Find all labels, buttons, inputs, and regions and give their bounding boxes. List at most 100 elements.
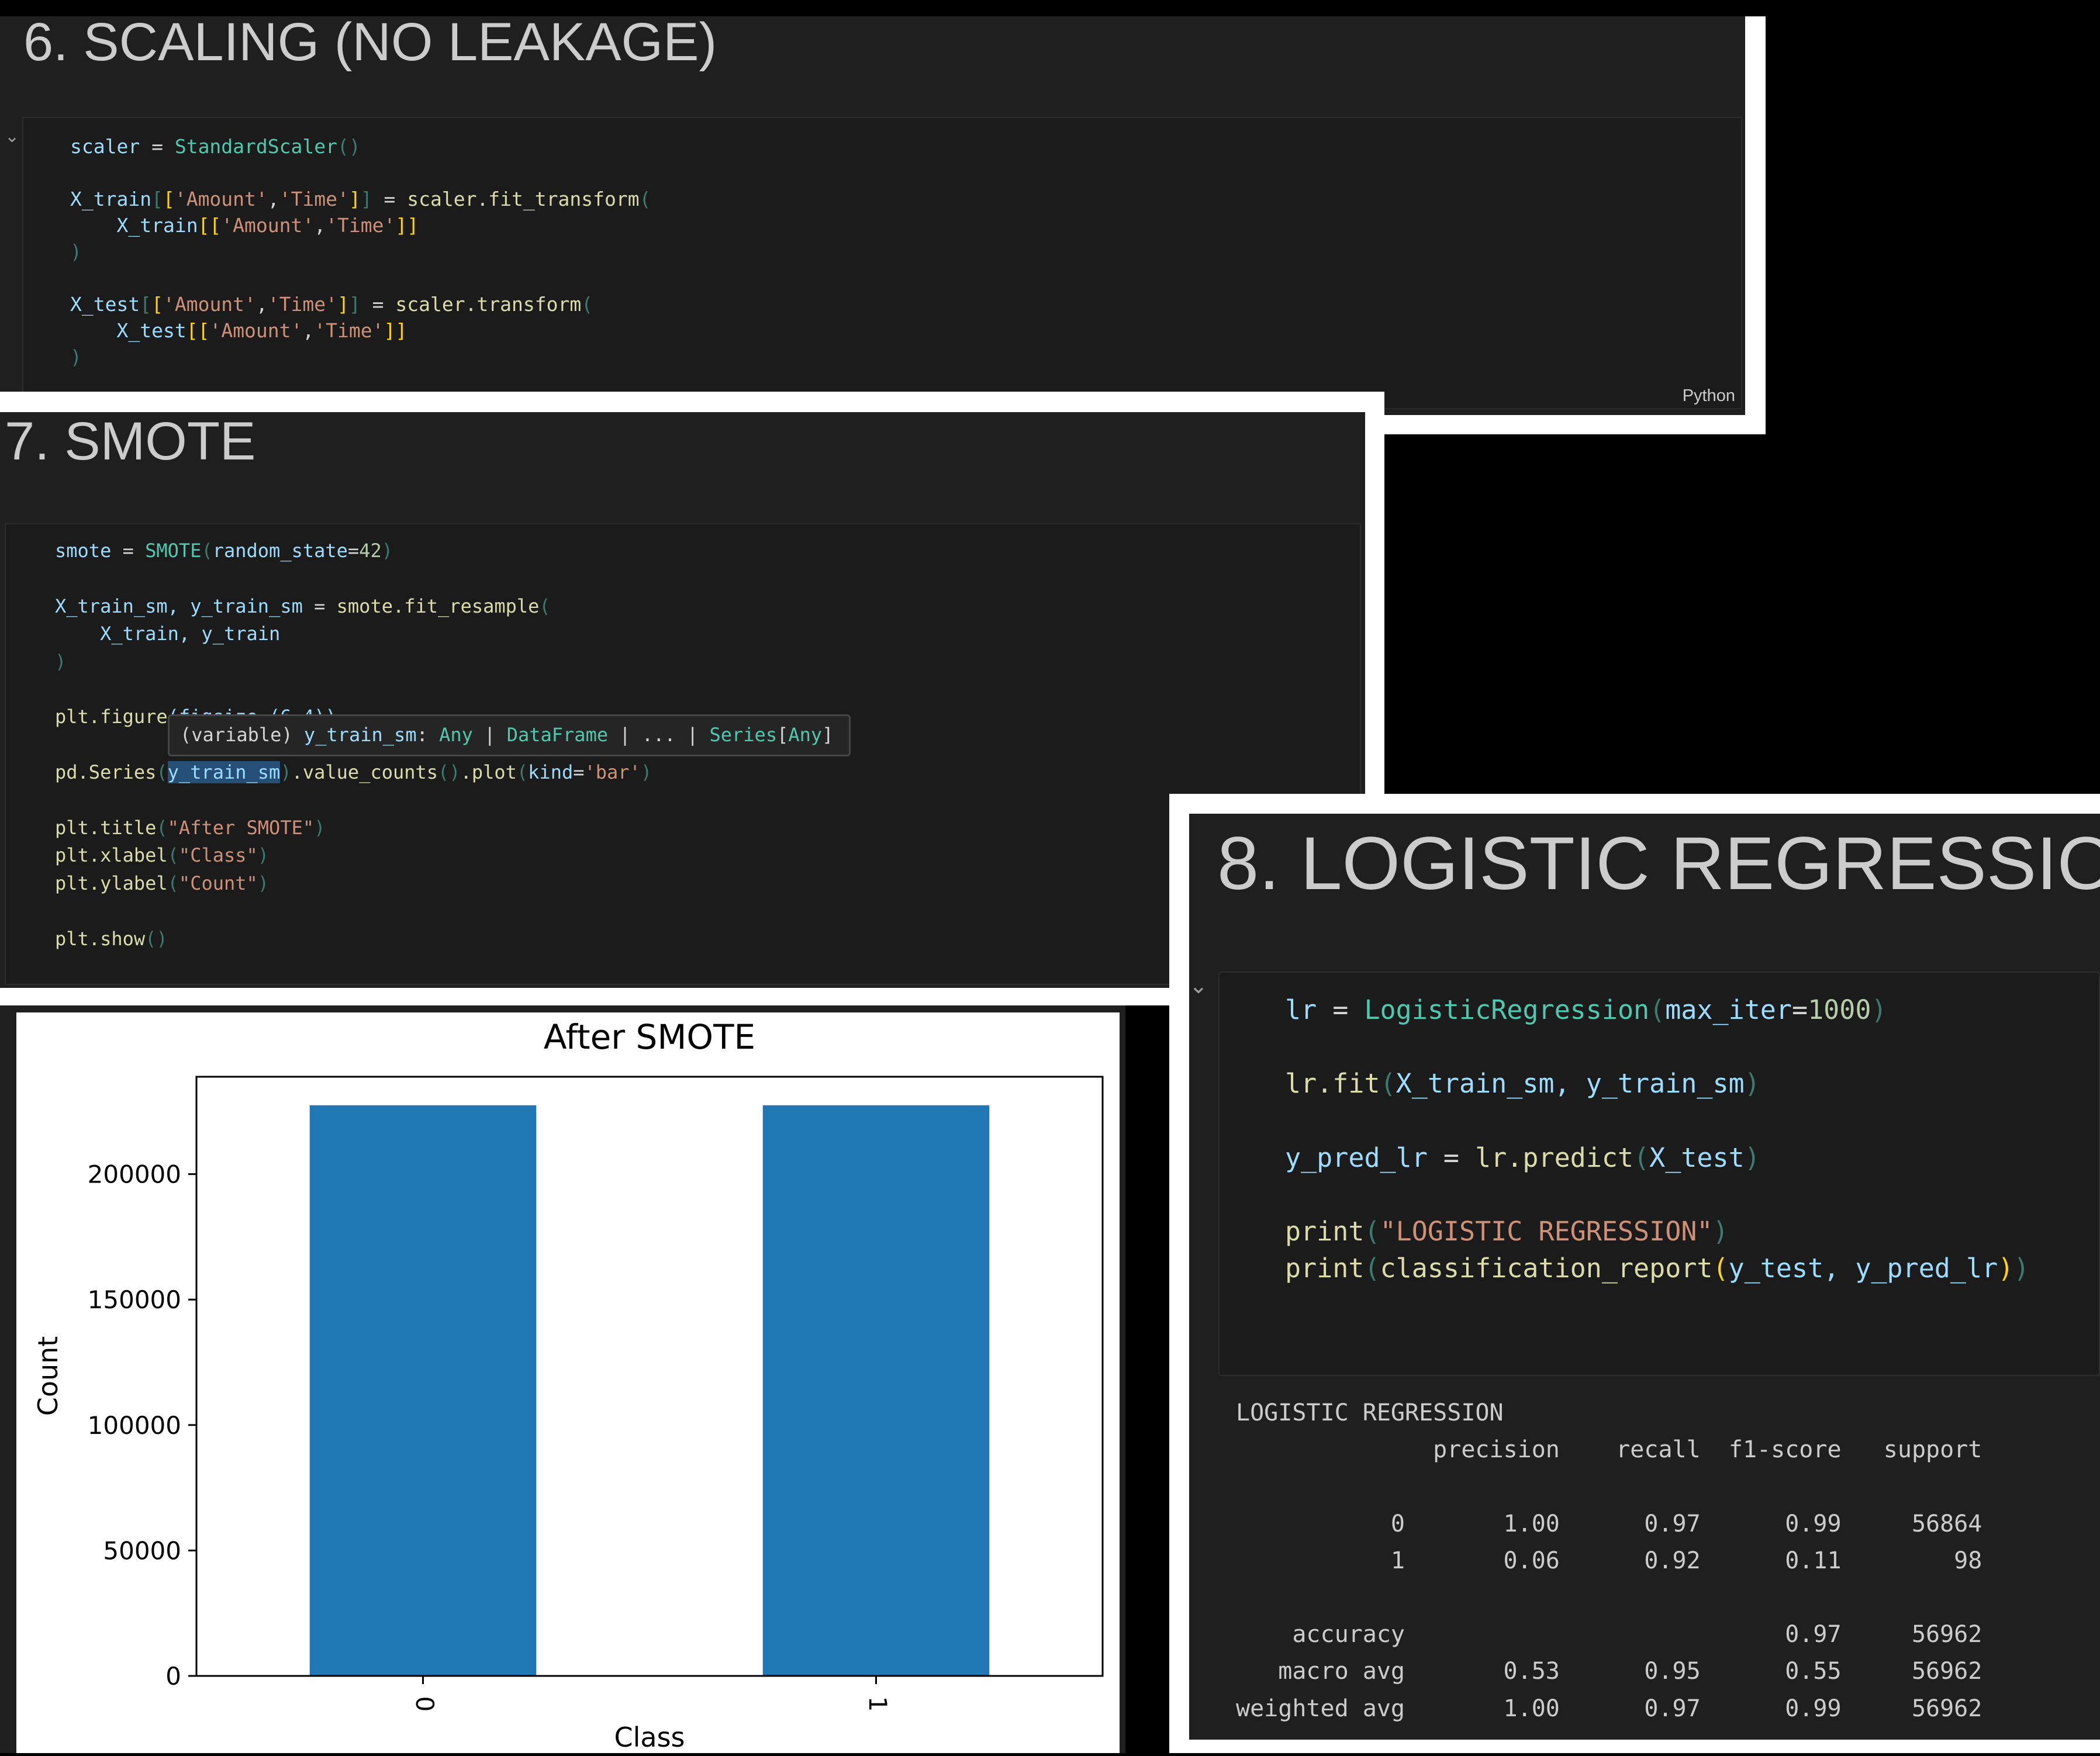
code-token [55, 623, 100, 645]
code-token: [ [151, 293, 163, 316]
code-token: = [140, 135, 175, 158]
code-token: ) [70, 240, 82, 263]
code-editor[interactable]: smote = SMOTE(random_state=42) X_train_s… [55, 537, 652, 953]
collapse-chevron-icon[interactable]: ⌄ [1189, 973, 1208, 998]
code-token: classification_report [1380, 1253, 1713, 1284]
code-token: ( [516, 761, 529, 784]
code-token: .value_counts [291, 761, 438, 784]
section-title-smote: 7. SMOTE [5, 412, 256, 471]
section-title-scaling: 6. SCALING (NO LEAKAGE) [23, 12, 717, 72]
code-token: = [360, 293, 396, 316]
report-row: 1 0.06 0.92 0.11 98 [1236, 1547, 1982, 1574]
code-token: ) [381, 540, 393, 562]
code-token: 1000 [1808, 994, 1871, 1025]
hover-text: Series [709, 724, 778, 746]
logreg-panel: 8. LOGISTIC REGRESSION ⌄ lr = LogisticRe… [1189, 814, 2100, 1740]
y-tick-label: 200000 [88, 1160, 181, 1189]
code-token: ) [257, 872, 270, 894]
code-token: 'Time' [314, 319, 384, 342]
y-tick-label: 0 [165, 1662, 181, 1691]
code-token: 'Time' [279, 188, 349, 210]
code-token: () [337, 135, 361, 158]
code-token: [[ [186, 319, 210, 342]
code-token: , [267, 188, 279, 210]
code-token: y_train_sm [167, 761, 281, 784]
code-token: ) [70, 345, 82, 368]
code-token: ) [640, 761, 652, 784]
code-token: y_test, y_pred_lr [1728, 1253, 1998, 1284]
code-token: ] [337, 293, 349, 316]
chart-title: After SMOTE [544, 1017, 755, 1057]
code-token: lr.fit [1285, 1068, 1380, 1100]
hover-text: : [416, 724, 440, 746]
code-token: ( [156, 817, 168, 839]
code-token: 'Time' [326, 214, 396, 237]
code-token: smote.fit_resample [336, 594, 540, 617]
cell-language-label[interactable]: Python [1682, 386, 1735, 405]
y-tick-label: 50000 [103, 1536, 181, 1565]
section-title-logreg: 8. LOGISTIC REGRESSION [1217, 822, 2100, 905]
code-token: random_state [212, 540, 348, 562]
code-token: y_pred_lr [1285, 1142, 1428, 1173]
code-token: 'Amount' [174, 188, 268, 210]
x-tick-label: 0 [410, 1696, 439, 1712]
hover-tooltip: (variable) y_train_sm: Any | DataFrame |… [168, 714, 851, 756]
code-token: ) [55, 650, 67, 673]
code-token: ] [348, 188, 361, 210]
code-editor[interactable]: scaler = StandardScaler() X_train[['Amou… [70, 133, 651, 370]
hover-text: DataFrame [506, 724, 609, 746]
code-token: = [1427, 1142, 1476, 1173]
code-token: ) [1744, 1142, 1760, 1173]
code-token: 'Amount' [209, 319, 303, 342]
code-token: = [372, 188, 407, 210]
code-token: = [573, 761, 585, 784]
code-token: () [145, 927, 168, 950]
code-token: ( [539, 594, 551, 617]
hover-text: Any [788, 724, 823, 746]
code-token: [ [151, 188, 163, 210]
code-token: "Count" [178, 872, 258, 894]
x-tick-label: 1 [864, 1696, 892, 1712]
cell-output: LOGISTIC REGRESSION precision recall f1-… [1236, 1395, 1982, 1727]
code-token: X_train_sm, y_train_sm [55, 594, 303, 617]
code-editor[interactable]: lr = LogisticRegression(max_iter=1000) l… [1285, 991, 2029, 1287]
collapse-chevron-icon[interactable]: ⌄ [5, 126, 20, 147]
code-token: ( [1633, 1142, 1650, 1173]
code-token: 'bar' [584, 761, 641, 784]
code-token: scaler [70, 135, 140, 158]
code-token: , [255, 293, 268, 316]
x-axis-label: Class [614, 1722, 685, 1753]
code-token: ) [1998, 1253, 2014, 1284]
code-token: 'Amount' [221, 214, 315, 237]
code-token: scaler.transform [395, 293, 582, 316]
hover-text: (variable) [180, 724, 304, 746]
code-token: () [438, 761, 461, 784]
code-token: ( [1364, 1216, 1380, 1247]
scaling-panel: 6. SCALING (NO LEAKAGE) ⌄ scaler = Stand… [0, 12, 1745, 415]
code-token: = [347, 540, 360, 562]
code-token: kind [528, 761, 574, 784]
code-token: max_iter [1665, 994, 1792, 1025]
y-ticks: 0 50000 100000 150000 200000 [88, 1160, 196, 1691]
code-token: "LOGISTIC REGRESSION" [1380, 1216, 1713, 1247]
code-token: lr [1285, 994, 1317, 1025]
code-token: ) [314, 817, 326, 839]
code-token: X_train, y_train [100, 623, 281, 645]
code-cell-scaling[interactable]: scaler = StandardScaler() X_train[['Amou… [22, 117, 1742, 409]
code-token: smote [55, 540, 112, 562]
code-token [70, 319, 116, 342]
code-token: , [302, 319, 315, 342]
code-token: .plot [460, 761, 517, 784]
code-token: ( [1649, 994, 1666, 1025]
code-token: X_train_sm, y_train_sm [1396, 1068, 1745, 1100]
code-token: "Class" [178, 844, 258, 867]
code-cell-logreg[interactable]: lr = LogisticRegression(max_iter=1000) l… [1218, 972, 2100, 1376]
code-token: ( [639, 188, 651, 210]
code-token: = [1791, 994, 1808, 1025]
code-token: plt.title [55, 817, 157, 839]
code-token: ) [280, 761, 292, 784]
hover-text: ] [822, 724, 834, 746]
code-token: ]] [395, 214, 419, 237]
